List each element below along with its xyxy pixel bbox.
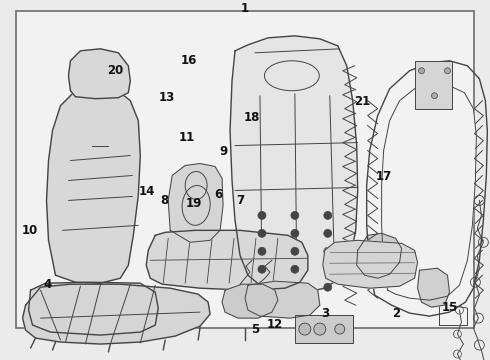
Circle shape bbox=[291, 211, 299, 219]
Text: 3: 3 bbox=[321, 307, 330, 320]
Polygon shape bbox=[222, 284, 278, 318]
Polygon shape bbox=[146, 230, 308, 290]
Circle shape bbox=[291, 265, 299, 273]
Circle shape bbox=[418, 68, 424, 74]
Circle shape bbox=[258, 211, 266, 219]
Polygon shape bbox=[357, 233, 402, 278]
Polygon shape bbox=[47, 86, 140, 283]
Text: 6: 6 bbox=[214, 188, 222, 201]
Circle shape bbox=[291, 247, 299, 255]
Text: 16: 16 bbox=[181, 54, 197, 67]
Circle shape bbox=[258, 265, 266, 273]
Text: 7: 7 bbox=[236, 194, 244, 207]
Text: 10: 10 bbox=[22, 224, 38, 237]
Polygon shape bbox=[230, 36, 358, 292]
Circle shape bbox=[291, 229, 299, 237]
Text: 8: 8 bbox=[160, 194, 169, 207]
Circle shape bbox=[335, 324, 345, 334]
Polygon shape bbox=[69, 49, 130, 99]
Circle shape bbox=[291, 283, 299, 291]
Circle shape bbox=[324, 265, 332, 273]
Text: 12: 12 bbox=[266, 318, 282, 330]
Circle shape bbox=[444, 68, 450, 74]
Polygon shape bbox=[417, 268, 449, 307]
Text: 14: 14 bbox=[139, 185, 155, 198]
Text: 19: 19 bbox=[186, 197, 202, 210]
Circle shape bbox=[314, 323, 326, 335]
Text: 1: 1 bbox=[241, 2, 249, 15]
Text: 13: 13 bbox=[159, 91, 175, 104]
Circle shape bbox=[324, 229, 332, 237]
Bar bbox=[415, 61, 452, 109]
Polygon shape bbox=[323, 240, 417, 288]
Circle shape bbox=[299, 323, 311, 335]
Polygon shape bbox=[23, 284, 210, 344]
Text: 11: 11 bbox=[178, 131, 195, 144]
Polygon shape bbox=[28, 282, 158, 335]
Polygon shape bbox=[245, 281, 320, 318]
Circle shape bbox=[324, 211, 332, 219]
Text: 17: 17 bbox=[376, 170, 392, 183]
Circle shape bbox=[258, 247, 266, 255]
Circle shape bbox=[324, 283, 332, 291]
Text: 15: 15 bbox=[442, 301, 459, 314]
Text: 20: 20 bbox=[107, 64, 123, 77]
Polygon shape bbox=[168, 163, 223, 242]
Text: 9: 9 bbox=[219, 145, 227, 158]
Polygon shape bbox=[382, 85, 476, 300]
Text: 2: 2 bbox=[392, 307, 400, 320]
Circle shape bbox=[432, 93, 438, 99]
Bar bbox=[295, 315, 353, 343]
Text: 18: 18 bbox=[244, 111, 261, 124]
Text: 21: 21 bbox=[354, 95, 370, 108]
Circle shape bbox=[324, 247, 332, 255]
Circle shape bbox=[258, 283, 266, 291]
Circle shape bbox=[258, 229, 266, 237]
Text: 4: 4 bbox=[43, 278, 51, 291]
Bar bbox=[16, 11, 474, 328]
Text: 5: 5 bbox=[251, 323, 259, 336]
